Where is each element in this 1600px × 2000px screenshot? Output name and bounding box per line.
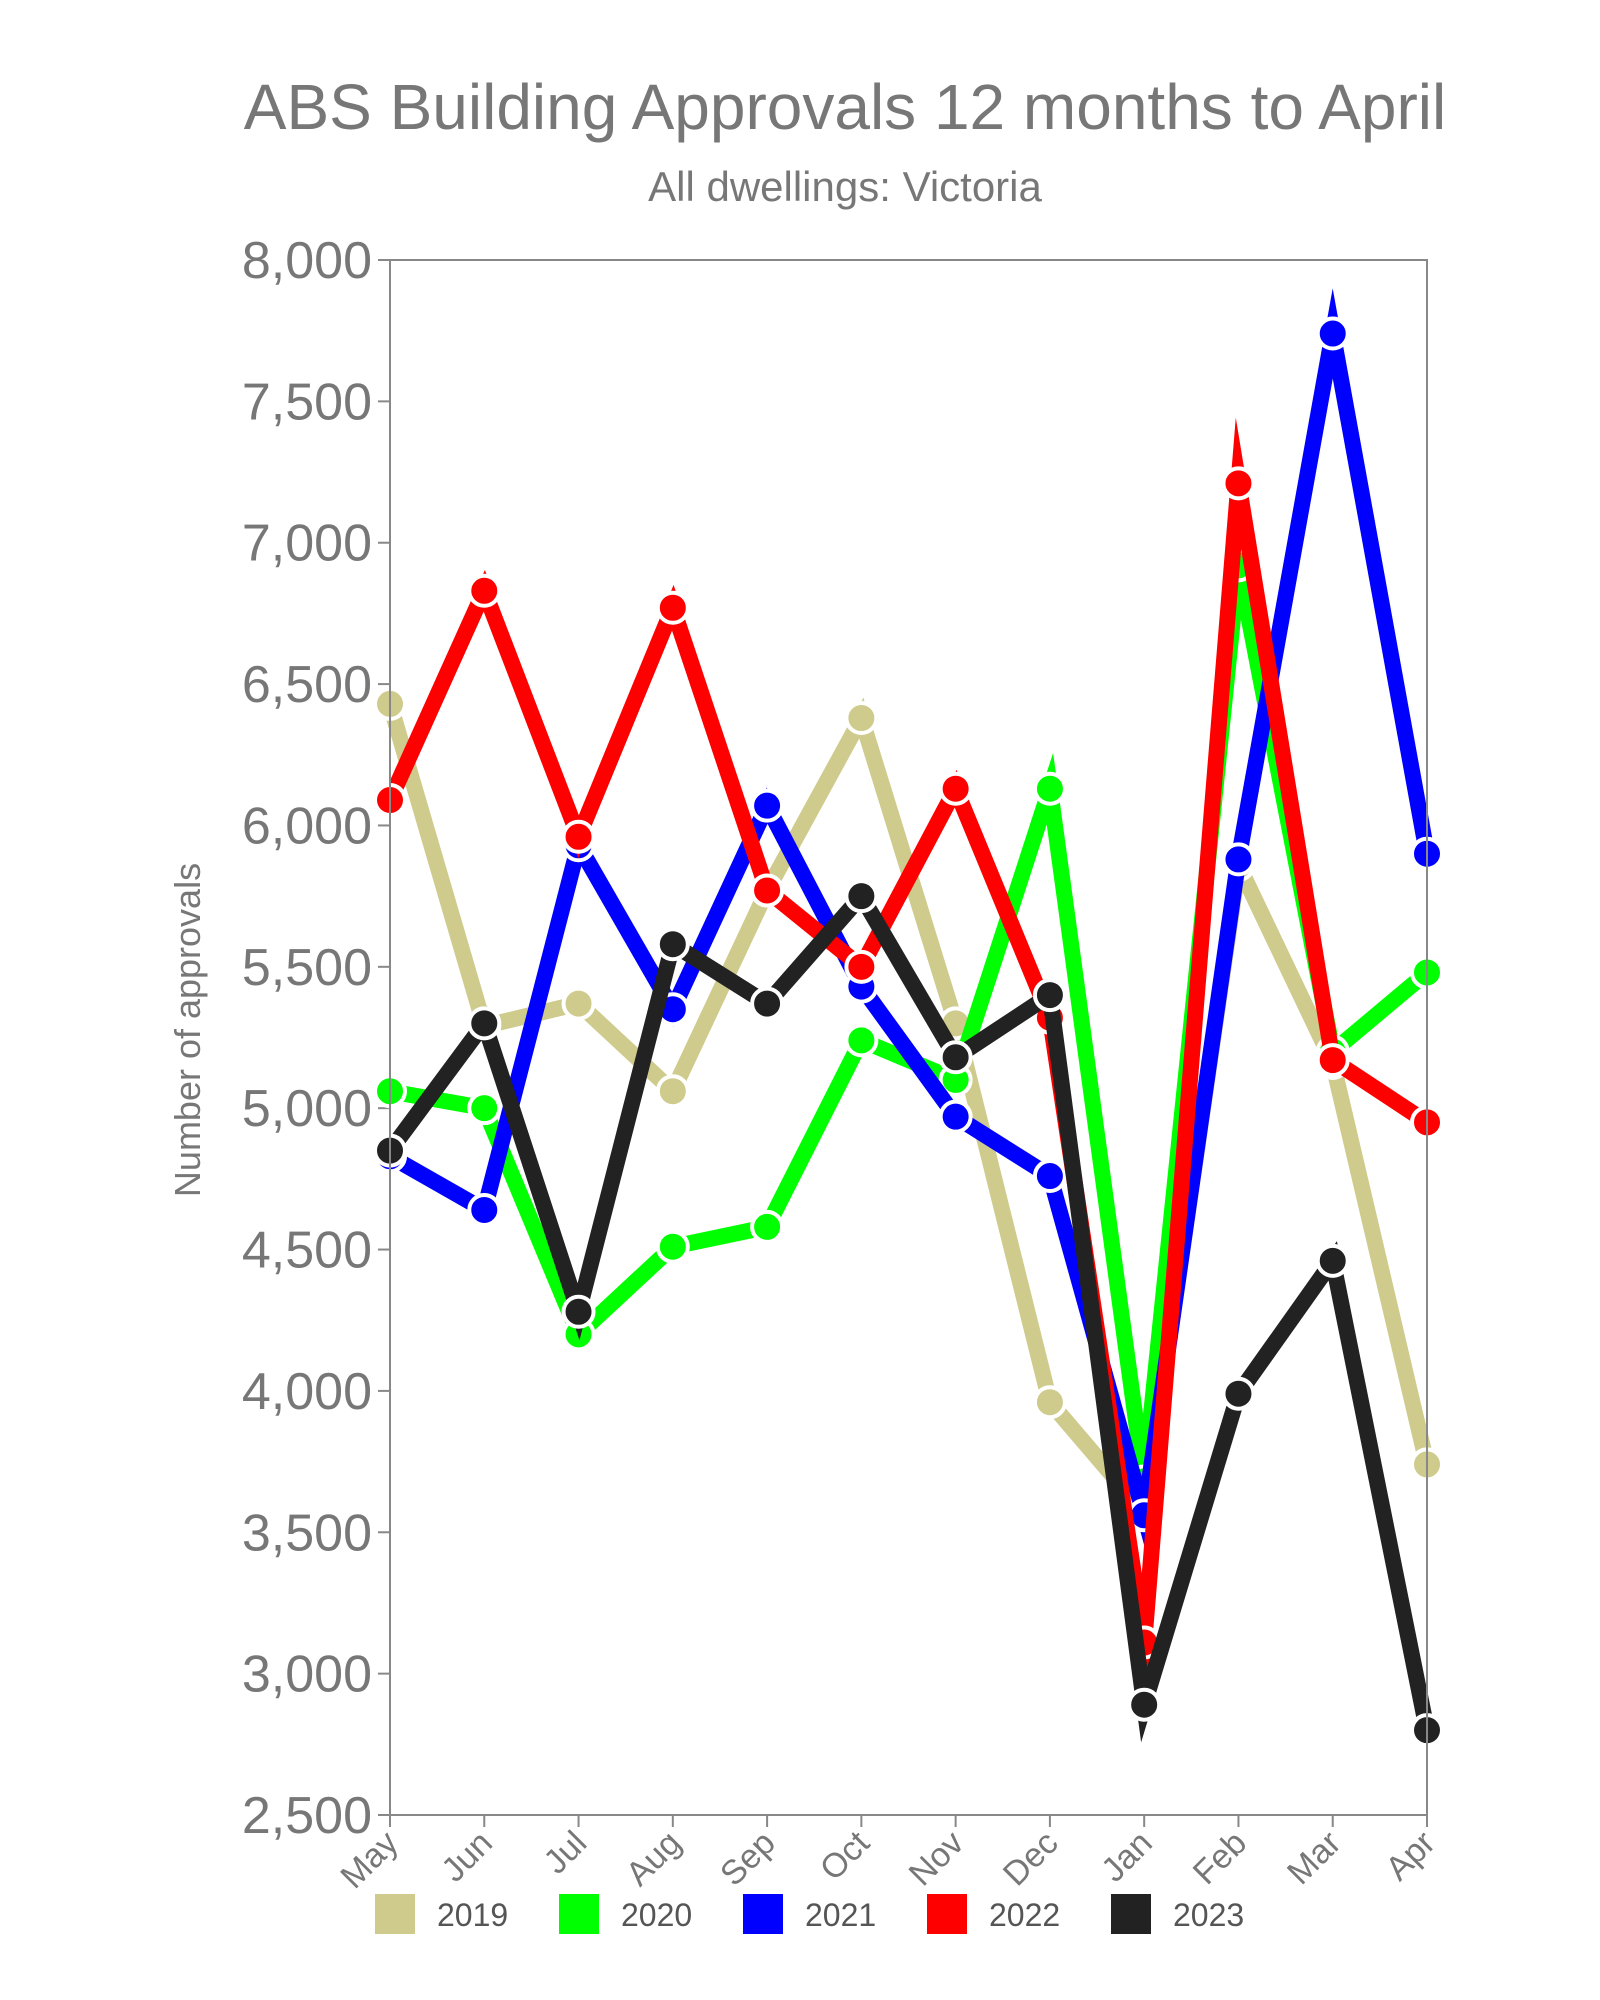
y-tick-label: 6,000 — [242, 797, 372, 855]
series-line-2019 — [382, 697, 1435, 1532]
legend: 2019 2020 2021 2022 2023 — [375, 1894, 1244, 1934]
data-point-2023-Jun — [467, 1006, 502, 1041]
data-point-2020-Sep — [750, 1209, 785, 1244]
data-point-2023-Aug — [655, 927, 690, 962]
data-point-2023-Dec — [1032, 978, 1067, 1013]
x-tick-label: Oct — [813, 1823, 878, 1888]
y-axis: 8,000 7,500 7,000 6,500 6,000 5,500 5,000 4,500… — [242, 232, 390, 1845]
data-point-2023-Sep — [750, 986, 785, 1021]
legend-item-2019: 2019 — [375, 1894, 508, 1934]
x-tick-label: Feb — [1186, 1824, 1254, 1892]
legend-swatch — [559, 1894, 599, 1934]
data-point-2019-Jul — [561, 986, 596, 1021]
series-2023 — [373, 879, 1444, 1748]
y-tick-label: 4,500 — [242, 1222, 372, 1280]
legend-swatch — [927, 1894, 967, 1934]
y-tick-label: 5,500 — [242, 939, 372, 997]
data-point-2022-Feb — [1221, 466, 1256, 501]
data-point-2019-Aug — [655, 1074, 690, 1109]
x-tick-label: Jan — [1094, 1824, 1160, 1890]
data-point-2021-Dec — [1032, 1159, 1067, 1194]
data-point-2022-Mar — [1315, 1043, 1350, 1078]
data-point-2023-Jul — [561, 1294, 596, 1329]
y-tick-label: 3,500 — [242, 1504, 372, 1562]
data-point-2022-Sep — [750, 873, 785, 908]
data-point-2020-Aug — [655, 1229, 690, 1264]
data-point-2020-Jun — [467, 1091, 502, 1126]
y-tick-label: 8,000 — [242, 232, 372, 290]
chart-title: ABS Building Approvals 12 months to Apri… — [243, 71, 1447, 143]
data-point-2020-Oct — [844, 1023, 879, 1058]
legend-label: 2023 — [1173, 1897, 1244, 1933]
data-point-2021-Feb — [1221, 842, 1256, 877]
x-tick-label: Sep — [713, 1824, 783, 1894]
data-point-2023-Mar — [1315, 1243, 1350, 1278]
y-tick-label: 7,000 — [242, 515, 372, 573]
x-tick-label: Dec — [996, 1824, 1066, 1894]
data-point-2022-Jun — [467, 573, 502, 608]
chart-subtitle: All dwellings: Victoria — [648, 163, 1042, 210]
legend-item-2020: 2020 — [559, 1894, 692, 1934]
series-2021 — [373, 288, 1444, 1555]
legend-label: 2022 — [989, 1897, 1060, 1933]
legend-item-2023: 2023 — [1111, 1894, 1244, 1934]
y-tick-label: 5,000 — [242, 1080, 372, 1138]
plot-frame — [389, 259, 1428, 1816]
data-point-2019-Dec — [1032, 1385, 1067, 1420]
x-tick-label: Aug — [619, 1824, 689, 1894]
legend-swatch — [1111, 1894, 1151, 1934]
y-tick-label: 3,000 — [242, 1646, 372, 1704]
y-tick-label: 4,000 — [242, 1363, 372, 1421]
x-axis: May Jun Jul Aug Sep Oct Nov Dec Jan Feb Mar Apr — [333, 1815, 1443, 1896]
x-tick-label: Jul — [537, 1824, 595, 1882]
legend-item-2022: 2022 — [927, 1894, 1060, 1934]
data-point-2022-Oct — [844, 949, 879, 984]
y-tick-label: 2,500 — [242, 1787, 372, 1845]
data-point-2021-Nov — [938, 1099, 973, 1134]
series-line-2021 — [386, 288, 1435, 1555]
data-point-2023-Nov — [938, 1040, 973, 1075]
y-axis-label: Number of approvals — [167, 863, 208, 1197]
data-point-2019-Oct — [844, 701, 879, 736]
x-tick-label: Mar — [1280, 1824, 1348, 1892]
series-line-2023 — [383, 882, 1435, 1743]
data-point-2021-Sep — [750, 788, 785, 823]
legend-label: 2020 — [621, 1897, 692, 1933]
data-point-2021-Mar — [1315, 316, 1350, 351]
data-point-2022-Nov — [938, 771, 973, 806]
series-line-2022 — [382, 417, 1432, 1712]
y-tick-label: 6,500 — [242, 656, 372, 714]
data-point-2023-Jan — [1127, 1687, 1162, 1722]
x-tick-label: Apr — [1378, 1824, 1442, 1888]
x-tick-label: Nov — [902, 1824, 972, 1894]
data-point-2023-Oct — [844, 879, 879, 914]
legend-label: 2019 — [437, 1897, 508, 1933]
legend-label: 2021 — [805, 1897, 876, 1933]
data-point-2022-Aug — [655, 590, 690, 625]
data-point-2023-Feb — [1221, 1376, 1256, 1411]
data-point-2022-Jul — [561, 819, 596, 854]
legend-swatch — [375, 1894, 415, 1934]
data-point-2021-Jun — [467, 1192, 502, 1227]
data-point-2020-Dec — [1032, 771, 1067, 806]
series-layer — [373, 288, 1444, 1748]
x-tick-label: Jun — [434, 1824, 500, 1890]
legend-swatch — [743, 1894, 783, 1934]
legend-item-2021: 2021 — [743, 1894, 876, 1934]
y-tick-label: 7,500 — [242, 373, 372, 431]
